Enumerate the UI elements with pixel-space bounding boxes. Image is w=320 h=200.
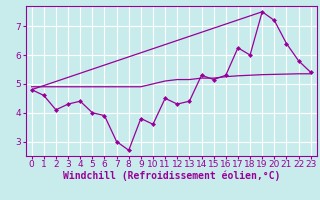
X-axis label: Windchill (Refroidissement éolien,°C): Windchill (Refroidissement éolien,°C) [62,171,280,181]
